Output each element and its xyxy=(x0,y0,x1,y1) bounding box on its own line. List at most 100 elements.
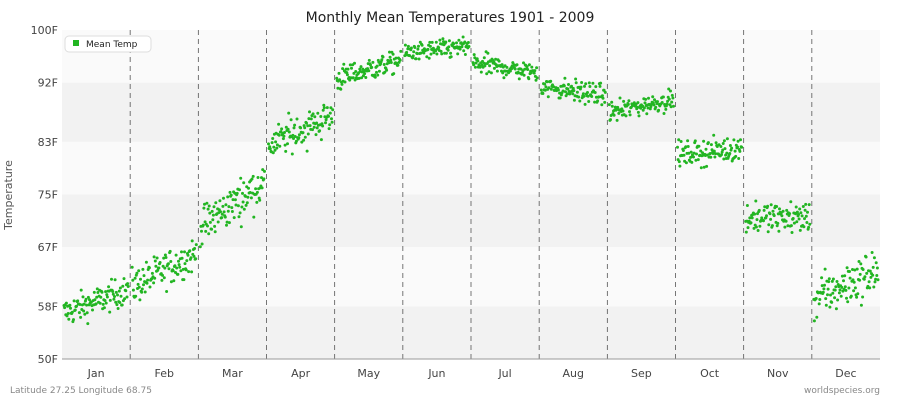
data-point xyxy=(805,221,809,224)
data-point xyxy=(861,268,865,271)
data-point xyxy=(142,274,146,278)
data-point xyxy=(577,95,581,99)
data-point xyxy=(766,204,770,208)
data-point xyxy=(142,283,145,287)
data-point xyxy=(375,64,379,68)
data-point xyxy=(190,239,194,243)
data-point xyxy=(145,281,149,285)
data-point xyxy=(712,149,716,153)
data-point xyxy=(804,214,808,218)
data-point xyxy=(324,121,327,125)
data-point xyxy=(112,297,116,301)
data-point xyxy=(541,92,545,95)
data-point xyxy=(831,291,835,295)
data-point xyxy=(646,106,650,110)
data-point xyxy=(357,76,361,80)
data-point xyxy=(114,300,118,304)
data-point xyxy=(158,261,162,264)
data-point xyxy=(756,229,760,232)
data-point xyxy=(342,62,346,66)
data-point xyxy=(482,56,486,60)
data-point xyxy=(820,284,824,288)
data-point xyxy=(268,147,272,151)
data-point xyxy=(161,273,164,277)
data-point xyxy=(859,262,863,266)
data-point xyxy=(136,282,140,286)
data-point xyxy=(861,295,865,299)
data-point xyxy=(583,84,586,88)
data-point xyxy=(307,117,311,121)
data-point xyxy=(818,298,822,301)
data-point xyxy=(70,310,74,314)
data-point xyxy=(776,221,780,225)
background-band xyxy=(62,306,880,359)
data-point xyxy=(107,285,111,289)
data-point xyxy=(115,303,119,307)
data-point xyxy=(272,145,276,149)
footer-coordinates: Latitude 27.25 Longitude 68.75 xyxy=(10,386,152,396)
data-point xyxy=(143,290,147,294)
data-point xyxy=(241,191,244,195)
data-point xyxy=(104,301,108,305)
data-point xyxy=(603,90,607,94)
data-point xyxy=(328,123,332,127)
data-point xyxy=(732,138,736,142)
data-point xyxy=(371,60,375,64)
data-point xyxy=(845,266,849,270)
data-point xyxy=(487,70,491,74)
data-point xyxy=(207,232,211,236)
data-point xyxy=(252,215,256,219)
x-tick-label: May xyxy=(357,367,380,380)
data-point xyxy=(331,108,335,112)
legend-swatch xyxy=(73,40,79,46)
data-point xyxy=(367,58,371,62)
data-point xyxy=(855,267,859,271)
data-point xyxy=(203,220,207,224)
month-divider-lines xyxy=(129,30,813,359)
data-point xyxy=(96,291,100,294)
data-point xyxy=(768,212,772,216)
data-point xyxy=(440,52,444,56)
data-point xyxy=(86,295,90,299)
data-point xyxy=(516,70,520,74)
data-point xyxy=(119,294,123,298)
data-point xyxy=(654,105,658,109)
data-point xyxy=(479,70,483,74)
data-point xyxy=(361,67,365,71)
data-point xyxy=(714,152,717,156)
x-tick-label: Feb xyxy=(155,367,174,380)
data-point xyxy=(684,161,688,165)
data-point xyxy=(134,294,138,298)
data-point xyxy=(704,147,708,151)
data-point xyxy=(447,45,451,49)
data-point xyxy=(570,84,573,88)
data-point xyxy=(769,217,773,221)
data-point xyxy=(200,242,204,246)
data-point xyxy=(426,47,430,51)
data-point xyxy=(748,216,752,220)
data-point xyxy=(808,222,812,226)
data-point xyxy=(403,43,407,47)
data-point xyxy=(849,294,853,298)
y-tick-label: 75F xyxy=(38,189,58,202)
data-point xyxy=(84,297,88,301)
data-point xyxy=(653,98,656,102)
data-point xyxy=(474,61,478,65)
data-point xyxy=(99,295,103,299)
data-point xyxy=(324,118,328,122)
data-point xyxy=(467,45,471,48)
data-point xyxy=(227,205,231,209)
data-point xyxy=(137,285,141,289)
data-point xyxy=(68,303,72,307)
data-point xyxy=(447,39,451,43)
data-point xyxy=(271,137,275,140)
data-point xyxy=(628,113,632,117)
data-point xyxy=(94,302,98,306)
data-point xyxy=(281,137,285,141)
data-point xyxy=(795,210,799,214)
x-tick-label: Dec xyxy=(835,367,856,380)
data-point xyxy=(598,84,602,88)
data-point xyxy=(321,108,325,112)
data-point xyxy=(786,224,790,228)
data-point xyxy=(780,214,784,218)
